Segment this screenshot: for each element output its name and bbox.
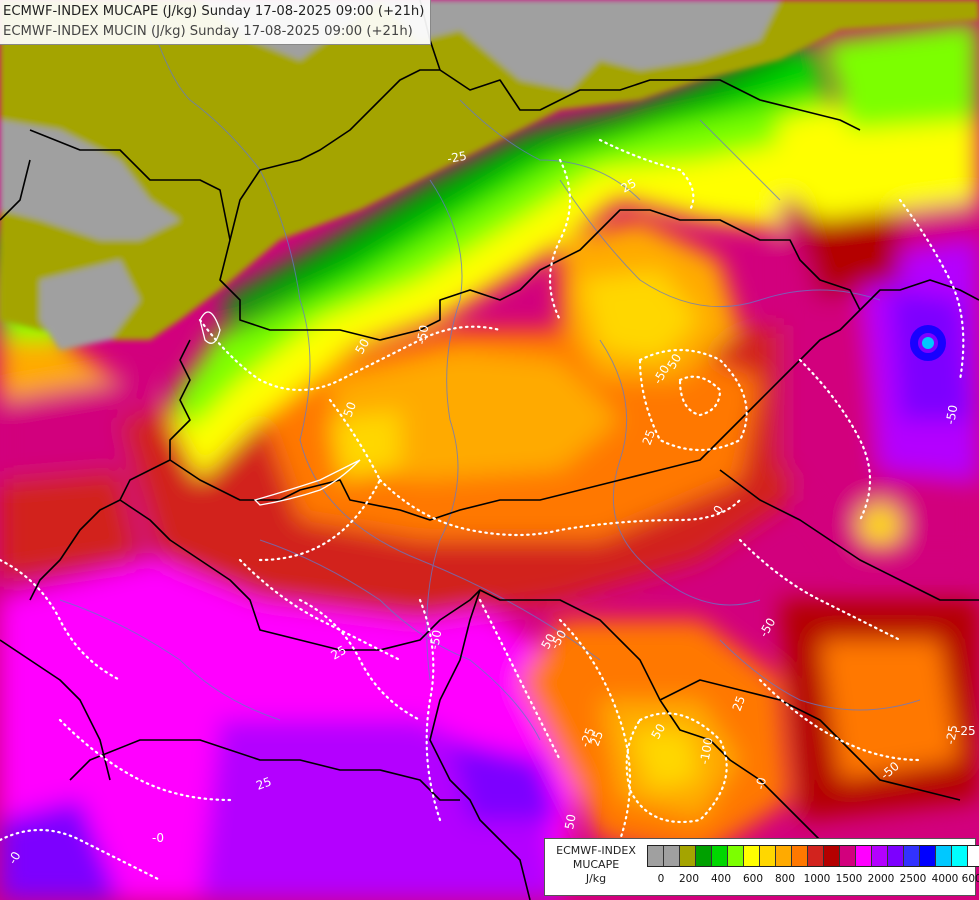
legend-swatch <box>696 846 712 866</box>
legend-swatch <box>680 846 696 866</box>
legend-swatch <box>840 846 856 866</box>
legend-tick-label: 1000 <box>803 873 831 885</box>
legend-swatch <box>968 846 979 866</box>
cin-contour-label: -50 <box>414 324 431 346</box>
legend-swatch <box>648 846 664 866</box>
mucape-title: ECMWF-INDEX MUCAPE (J/kg) Sunday 17-08-2… <box>3 4 425 19</box>
cin-contour-label: 25 <box>254 774 273 792</box>
legend-swatch <box>856 846 872 866</box>
legend-swatch <box>824 846 840 866</box>
legend-swatch <box>728 846 744 866</box>
legend-title-line: MUCAPE <box>572 858 620 871</box>
river-lines <box>59 19 921 741</box>
legend-tick-label: 400 <box>710 873 732 885</box>
legend-swatch <box>904 846 920 866</box>
cin-contour-label: 25 <box>619 176 639 196</box>
cin-contour-label: 50 <box>538 631 558 651</box>
cin-contour-label: 25 <box>588 729 606 748</box>
cin-contour-label: 25 <box>730 694 748 713</box>
legend-swatch <box>792 846 808 866</box>
legend-swatch <box>936 846 952 866</box>
cin-contour-label: 25 <box>329 643 349 663</box>
legend-tick-label: 800 <box>774 873 796 885</box>
legend: ECMWF-INDEX MUCAPE J/kg 0 200 400 600 800 100… <box>544 838 979 896</box>
cin-contour-label: -0 <box>753 776 769 790</box>
mucin-title: ECMWF-INDEX MUCIN (J/kg) Sunday 17-08-20… <box>3 24 413 39</box>
legend-swatch <box>808 846 824 866</box>
legend-swatch <box>776 846 792 866</box>
cin-contour-label: -50 <box>943 404 960 426</box>
cin-contour-label: 50 <box>648 721 668 741</box>
legend-swatch <box>712 846 728 866</box>
legend-tick-label: 6000 <box>961 873 979 885</box>
title-box: ECMWF-INDEX MUCAPE (J/kg) Sunday 17-08-2… <box>0 0 432 45</box>
legend-tick-label: 600 <box>742 873 764 885</box>
legend-swatch <box>872 846 888 866</box>
cin-contours <box>0 138 965 882</box>
legend-swatch <box>744 846 760 866</box>
cin-contour-label: -50 <box>427 629 444 651</box>
legend-swatch <box>664 846 680 866</box>
legend-tick-label: 2000 <box>867 873 895 885</box>
legend-tick-label: 0 <box>657 873 665 885</box>
cin-contour-label: -25 <box>446 149 468 166</box>
legend-swatch <box>760 846 776 866</box>
cin-contour-label: -0 <box>152 831 164 845</box>
legend-tick-labels: 0 200 400 600 800 1000 1500 2000 2500 40006000 <box>647 873 979 889</box>
cin-contour-label: -25 <box>956 724 976 738</box>
legend-title-line: J/kg <box>585 872 607 885</box>
cin-zero-line <box>199 311 361 506</box>
legend-swatch <box>920 846 936 866</box>
legend-title: ECMWF-INDEX MUCAPE J/kg <box>548 844 644 886</box>
cin-contour-label: -25 <box>578 726 598 749</box>
legend-tick-label: 1500 <box>835 873 863 885</box>
legend-swatch <box>888 846 904 866</box>
cin-contour-label: 25 <box>640 428 658 447</box>
legend-tick-label: 4000 <box>931 873 959 885</box>
legend-title-line: ECMWF-INDEX <box>556 844 636 857</box>
cin-contour-label: 50 <box>352 336 372 356</box>
legend-color-scale <box>647 845 979 867</box>
cin-contour-label: 50 <box>562 813 578 830</box>
cin-contour-label: -25 <box>943 724 960 746</box>
cin-contour-label: 50 <box>664 351 684 371</box>
legend-tick-label: 200 <box>678 873 700 885</box>
legend-swatch <box>952 846 968 866</box>
legend-tick-label: 2500 <box>899 873 927 885</box>
cin-contour-label: 50 <box>341 400 359 419</box>
cin-contour-label: -100 <box>697 736 716 765</box>
